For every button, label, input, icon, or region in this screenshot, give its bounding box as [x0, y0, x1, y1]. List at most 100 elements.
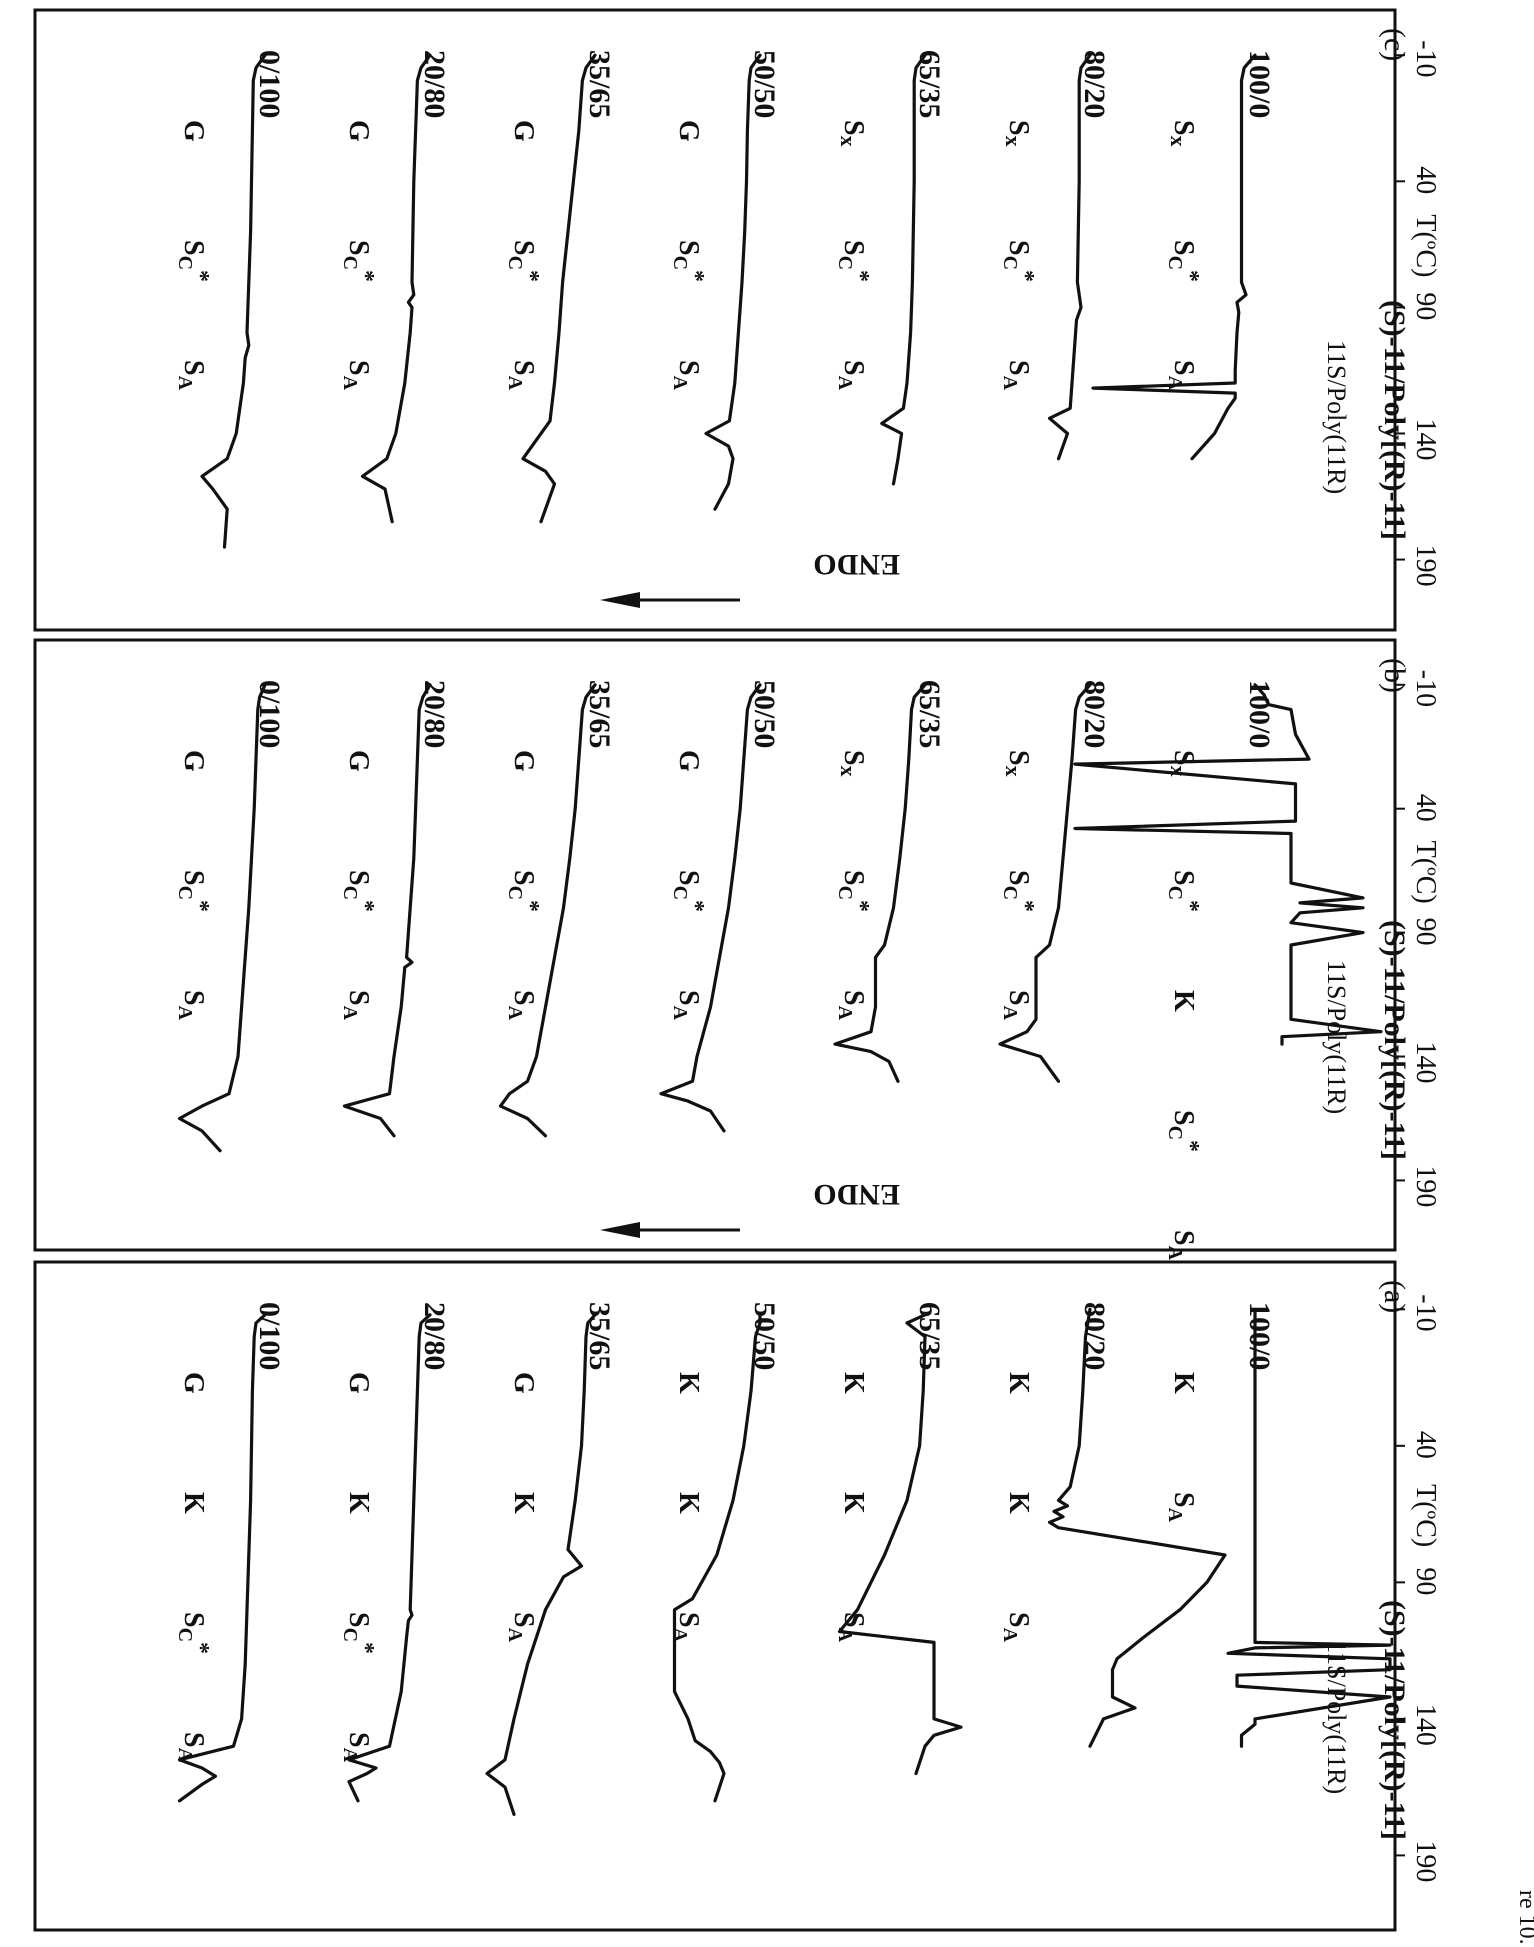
phase-label: SC* — [669, 870, 708, 912]
phase-subscript: A — [504, 1006, 526, 1021]
phase-label: K — [838, 1372, 869, 1394]
phase-label: SA — [834, 1612, 869, 1643]
series-label: 20/80 — [418, 680, 451, 748]
phase-subscript: A — [504, 1628, 526, 1643]
trace-80-20 — [998, 683, 1092, 1083]
phase-subscript: x — [1166, 766, 1191, 777]
phase-label: SA — [339, 990, 374, 1021]
phase-subscript: C — [339, 886, 361, 900]
trace-20-80 — [360, 53, 432, 524]
x-tick-label: -10 — [1410, 40, 1441, 77]
panel-c: (c) (S)-11/Poly[(R)-11] 11S/Poly(11R) -10 40… — [33, 8, 1441, 632]
phase-subscript: C — [339, 256, 361, 270]
endo-label: ENDO — [813, 1178, 900, 1211]
x-tick-label: 190 — [1410, 545, 1441, 587]
phase-label: SC* — [174, 870, 213, 912]
legend-header: 11S/Poly(11R) — [1322, 960, 1351, 1114]
phase-subscript: C — [999, 256, 1021, 270]
phase-subscript: C — [834, 256, 856, 270]
trace-65-35 — [837, 1313, 963, 1776]
panel-b: (b) (S)-11/Poly[(R)-11] 11S/Poly(11R) -10 40… — [33, 638, 1441, 1261]
phase-label: SA — [999, 1612, 1034, 1643]
trace-35-65 — [498, 683, 597, 1138]
series-label: 100/0 — [1243, 680, 1276, 748]
x-tick-label: 140 — [1410, 1042, 1441, 1084]
phase-label: SA — [339, 1732, 374, 1763]
phase-label: SC* — [339, 1612, 378, 1654]
phase-label: G — [343, 120, 374, 142]
phase-subscript: x — [1001, 136, 1026, 147]
phase-subscript: C — [174, 256, 196, 270]
panel-a: (a) (S)-11/Poly[(R)-11] 11S/Poly(11R) -10 40… — [33, 1260, 1441, 1932]
x-tick-label: 40 — [1410, 1431, 1441, 1459]
series-label: 20/80 — [418, 1302, 451, 1370]
series-label: 80/20 — [1078, 680, 1111, 748]
panel-letter: (c) — [1378, 28, 1411, 61]
trace-65-35 — [833, 683, 927, 1083]
series-label: 35/65 — [583, 1302, 616, 1370]
series-label: 20/80 — [418, 50, 451, 118]
phase-subscript: A — [999, 1628, 1021, 1643]
phase-subscript: C — [174, 886, 196, 900]
phase-label: Sx — [1001, 750, 1034, 777]
phase-label: SA — [999, 360, 1034, 391]
phase-superscript: * — [517, 270, 543, 282]
endo-arrow-head — [600, 592, 640, 608]
series-label: 50/50 — [748, 50, 781, 118]
endo-indicator: ENDO — [600, 548, 900, 608]
phase-label: SC* — [999, 870, 1038, 912]
phase-label: K — [673, 1492, 704, 1514]
trace-100-0 — [1091, 53, 1257, 461]
phase-label: G — [178, 750, 209, 772]
panel-title: (S)-11/Poly[(R)-11] — [1378, 300, 1411, 540]
phase-label: SC* — [669, 240, 708, 282]
phase-subscript: A — [174, 376, 196, 391]
phase-label: SC* — [504, 870, 543, 912]
x-tick-label: 90 — [1410, 292, 1441, 320]
phase-label: SA — [504, 990, 539, 1021]
phase-superscript: * — [352, 900, 378, 912]
series-label: 80/20 — [1078, 50, 1111, 118]
trace-50-50 — [672, 1313, 762, 1803]
phase-label: SA — [504, 360, 539, 391]
phase-label: G — [178, 120, 209, 142]
legend-header: 11S/Poly(11R) — [1322, 1640, 1351, 1794]
trace-35-65 — [485, 1313, 597, 1816]
series-label: 100/0 — [1243, 50, 1276, 118]
phase-subscript: A — [339, 1748, 361, 1763]
x-tick-label: 90 — [1410, 1567, 1441, 1595]
phase-label: G — [508, 120, 539, 142]
phase-superscript: * — [682, 900, 708, 912]
phase-label: SA — [834, 990, 869, 1021]
phase-superscript: * — [187, 270, 213, 282]
phase-label: K — [1168, 1372, 1199, 1394]
x-tick-label: 190 — [1410, 1840, 1441, 1882]
series-label: 100/0 — [1243, 1302, 1276, 1370]
phase-label: Sx — [1166, 120, 1199, 147]
panel-letter: (a) — [1378, 1280, 1411, 1313]
phase-subscript: C — [669, 256, 691, 270]
trace-20-80 — [342, 683, 432, 1138]
endo-arrow-head — [600, 1222, 640, 1238]
panel-frame — [33, 1260, 1397, 1932]
phase-subscript: A — [999, 1006, 1021, 1021]
phase-superscript: * — [1177, 270, 1203, 282]
panel-letter: (b) — [1378, 658, 1411, 693]
phase-label: SA — [174, 990, 209, 1021]
phase-subscript: x — [836, 766, 861, 777]
phase-label: SA — [669, 360, 704, 391]
phase-superscript: * — [352, 1642, 378, 1654]
series-label: 65/35 — [913, 50, 946, 118]
trace-80-20 — [1047, 53, 1092, 461]
phase-superscript: * — [1177, 900, 1203, 912]
phase-label: Sx — [836, 120, 869, 147]
phase-label: SC* — [174, 240, 213, 282]
phase-subscript: A — [669, 1628, 691, 1643]
phase-label: SA — [504, 1612, 539, 1643]
phase-superscript: * — [187, 1642, 213, 1654]
endo-indicator: ENDO — [600, 1178, 900, 1238]
phase-superscript: * — [1012, 900, 1038, 912]
panel-frame — [33, 638, 1397, 1252]
panel-title: (S)-11/Poly[(R)-11] — [1378, 1600, 1411, 1840]
phase-label: Sx — [1001, 120, 1034, 147]
